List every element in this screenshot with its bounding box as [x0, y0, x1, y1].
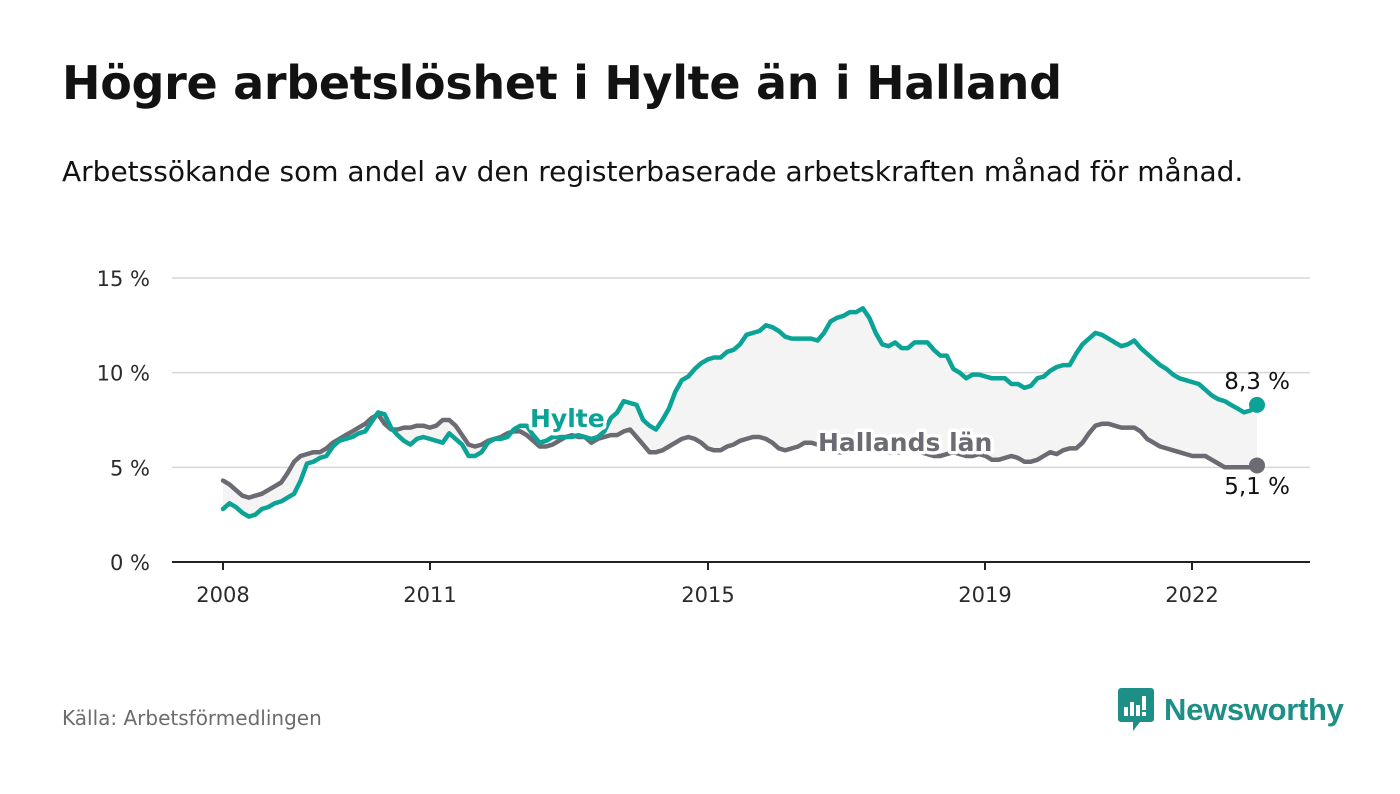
x-tick-label: 2011	[403, 583, 456, 607]
end-value-hallands-lan: 5,1 %	[1224, 474, 1290, 500]
y-tick-label: 15 %	[97, 267, 150, 291]
x-tick-label: 2022	[1165, 583, 1218, 607]
y-axis-labels: 0 % 5 % 10 % 15 %	[97, 267, 150, 575]
difference-band	[223, 308, 1257, 517]
end-point-hallands-lan	[1249, 457, 1265, 474]
x-tick-label: 2015	[681, 583, 734, 607]
end-value-hylte: 8,3 %	[1224, 369, 1290, 395]
series-line-hylte	[220, 306, 1260, 519]
series-label-hallands-lan: Hallands län	[818, 428, 992, 457]
series-label-hylte: Hylte	[530, 404, 605, 433]
source-note: Källa: Arbetsförmedlingen	[62, 706, 322, 730]
line-chart: 0 % 5 % 10 % 15 % 2008 2011 2015 2019 2022 Hylt…	[97, 267, 1310, 607]
newsworthy-logo: Newsworthy	[1118, 688, 1344, 732]
x-tick-label: 2019	[958, 583, 1011, 607]
brand-name: Newsworthy	[1164, 692, 1344, 727]
x-tick-label: 2008	[196, 583, 249, 607]
chart-title: Högre arbetslöshet i Hylte än i Halland	[62, 56, 1062, 110]
series-lines	[220, 306, 1265, 519]
end-point-hylte	[1249, 396, 1265, 413]
x-axis: 2008 2011 2015 2019 2022	[172, 561, 1310, 607]
chart-subtitle: Arbetssökande som andel av den registerb…	[62, 155, 1244, 188]
series-label-hallands-lan-halo: Hallands län	[818, 428, 992, 457]
y-tick-label: 5 %	[110, 456, 150, 480]
y-tick-label: 10 %	[97, 362, 150, 386]
y-tick-label: 0 %	[110, 551, 150, 575]
series-label-hylte-halo: Hylte	[530, 404, 605, 433]
bar-chart-speech-bubble-icon	[1118, 688, 1154, 731]
